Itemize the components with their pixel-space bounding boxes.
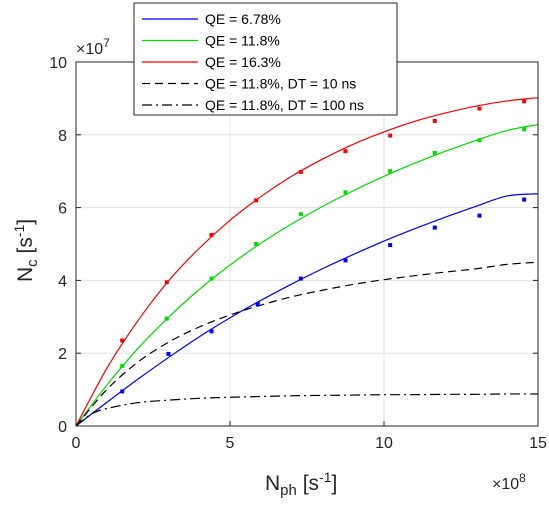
x-tick-label: 15: [529, 435, 547, 452]
data-point: [298, 169, 303, 174]
data-point: [343, 190, 348, 195]
curves: [75, 97, 539, 427]
y-tick-label: 2: [58, 346, 67, 363]
x-tick-label: 10: [375, 435, 393, 452]
y-tick-label: 6: [58, 201, 67, 218]
legend-label: QE = 11.8%, DT = 100 ns: [205, 97, 364, 113]
data-point: [120, 338, 125, 343]
data-point: [388, 169, 393, 174]
series-line: [75, 193, 539, 427]
data-point: [522, 99, 527, 104]
data-point: [343, 149, 348, 154]
x-tick-label: 0: [72, 435, 81, 452]
legend-label: QE = 11.8%: [205, 33, 280, 49]
x-axis-label: Nph [s-1]: [265, 469, 337, 499]
data-point: [522, 197, 527, 202]
data-point: [254, 198, 259, 203]
data-point: [164, 316, 169, 321]
data-point: [120, 363, 125, 368]
data-point: [432, 151, 437, 155]
y-tick-label: 8: [58, 128, 67, 145]
legend: QE = 6.78% QE = 11.8% QE = 16.3% QE = 11.8%…: [133, 2, 398, 116]
data-point: [254, 242, 259, 246]
y-tick-label: 10: [49, 55, 67, 72]
data-point: [255, 302, 260, 307]
x-tick-label: 5: [226, 435, 235, 452]
legend-box: [133, 2, 398, 116]
data-point: [477, 213, 482, 218]
data-point: [298, 276, 303, 281]
data-point: [388, 243, 393, 248]
data-point: [164, 280, 169, 285]
data-point: [209, 232, 214, 237]
data-point: [166, 351, 171, 356]
series-line: [75, 393, 539, 427]
data-point: [522, 127, 527, 132]
series-line: [75, 261, 539, 427]
x-multiplier: ×108: [492, 471, 526, 493]
legend-label: QE = 11.8%, DT = 10 ns: [205, 76, 356, 92]
data-point: [477, 138, 482, 143]
y-tick-label: 0: [58, 419, 67, 436]
data-point: [432, 225, 437, 230]
ticks: [75, 61, 539, 427]
legend-label: QE = 6.78%: [205, 11, 281, 27]
data-point: [388, 133, 393, 138]
data-point: [298, 212, 303, 217]
data-point: [209, 329, 214, 334]
data-point: [343, 258, 348, 263]
plot-area: [76, 62, 538, 426]
tick-labels: 0 5 10 15 0 2 4 6 8 10: [49, 55, 547, 452]
y-axis-label: Nc [s-1]: [11, 219, 41, 282]
grid: [76, 62, 538, 426]
data-point: [120, 389, 125, 394]
y-multiplier: ×107: [76, 36, 110, 58]
series-line: [75, 97, 539, 427]
y-tick-label: 4: [58, 273, 67, 290]
data-point: [209, 276, 214, 281]
data-point: [477, 106, 482, 111]
data-point: [432, 118, 437, 123]
legend-label: QE = 16.3%: [205, 54, 281, 70]
data-markers: [120, 99, 527, 394]
series-line: [75, 124, 539, 427]
